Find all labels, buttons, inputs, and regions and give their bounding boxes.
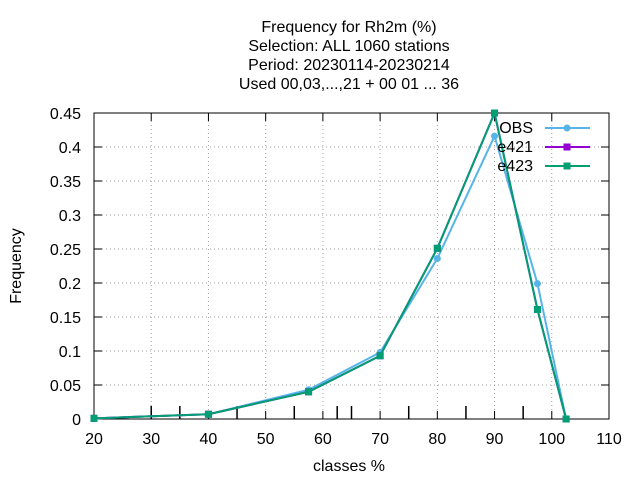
data-point [433, 255, 441, 263]
y-tick-label: 0.4 [59, 140, 81, 157]
y-tick-label: 0.2 [59, 276, 81, 293]
y-tick-label: 0.35 [50, 174, 81, 191]
x-tick-label: 110 [596, 431, 622, 448]
title-line: Period: 20230114-20230214 [248, 57, 450, 74]
series-line [93, 133, 568, 420]
data-point [533, 280, 541, 288]
legend-label: e423 [497, 158, 533, 175]
data-point [563, 124, 571, 132]
series-line [93, 109, 568, 420]
data-point [305, 388, 313, 396]
x-tick-label: 50 [257, 431, 275, 448]
data-point [204, 410, 212, 418]
legend-label: e421 [497, 139, 533, 156]
data-point [563, 143, 571, 151]
y-tick-label: 0.1 [59, 344, 81, 361]
x-tick-label: 40 [200, 431, 218, 448]
series-line [93, 109, 568, 420]
data-point [491, 109, 499, 117]
series-OBS [90, 132, 570, 423]
y-tick-label: 0.05 [50, 378, 81, 395]
series-e421 [90, 109, 570, 423]
x-tick-label: 70 [371, 431, 389, 448]
title-line: Selection: ALL 1060 stations [248, 38, 449, 55]
x-axis-label: classes % [313, 458, 385, 475]
x-tick-label: 100 [538, 431, 565, 448]
axis-ticks [93, 112, 610, 420]
grid-lines [94, 113, 609, 419]
y-tick-label: 0.25 [50, 242, 81, 259]
chart-title: Frequency for Rh2m (%) Selection: ALL 106… [239, 19, 459, 93]
title-line: Used 00,03,...,21 + 00 01 ... 36 [239, 76, 459, 93]
title-line: Frequency for Rh2m (%) [261, 19, 436, 36]
data-point [491, 132, 499, 140]
y-tick-labels: 0 0.05 0.1 0.15 0.2 0.25 0.3 0.35 0.4 0.45 [50, 106, 81, 429]
y-tick-label: 0.15 [50, 310, 81, 327]
legend-label: OBS [499, 120, 533, 137]
data-point [533, 306, 541, 314]
x-tick-label: 90 [486, 431, 504, 448]
data-point [376, 352, 384, 360]
x-tick-label: 80 [428, 431, 446, 448]
data-point [563, 162, 571, 170]
data-point [90, 414, 98, 422]
y-tick-label: 0.45 [50, 106, 81, 123]
y-axis-label: Frequency [8, 228, 25, 304]
data-series [90, 109, 570, 423]
x-tick-label: 20 [85, 431, 103, 448]
data-point [562, 415, 570, 423]
y-tick-label: 0.3 [59, 208, 81, 225]
series-e423 [90, 109, 570, 423]
legend: OBS e421 e423 [497, 120, 590, 175]
x-tick-labels: 20 30 40 50 60 70 80 90 100 110 [85, 431, 622, 448]
x-tick-label: 30 [142, 431, 160, 448]
data-point [433, 244, 441, 252]
x-tick-label: 60 [314, 431, 332, 448]
y-tick-label: 0 [72, 412, 81, 429]
